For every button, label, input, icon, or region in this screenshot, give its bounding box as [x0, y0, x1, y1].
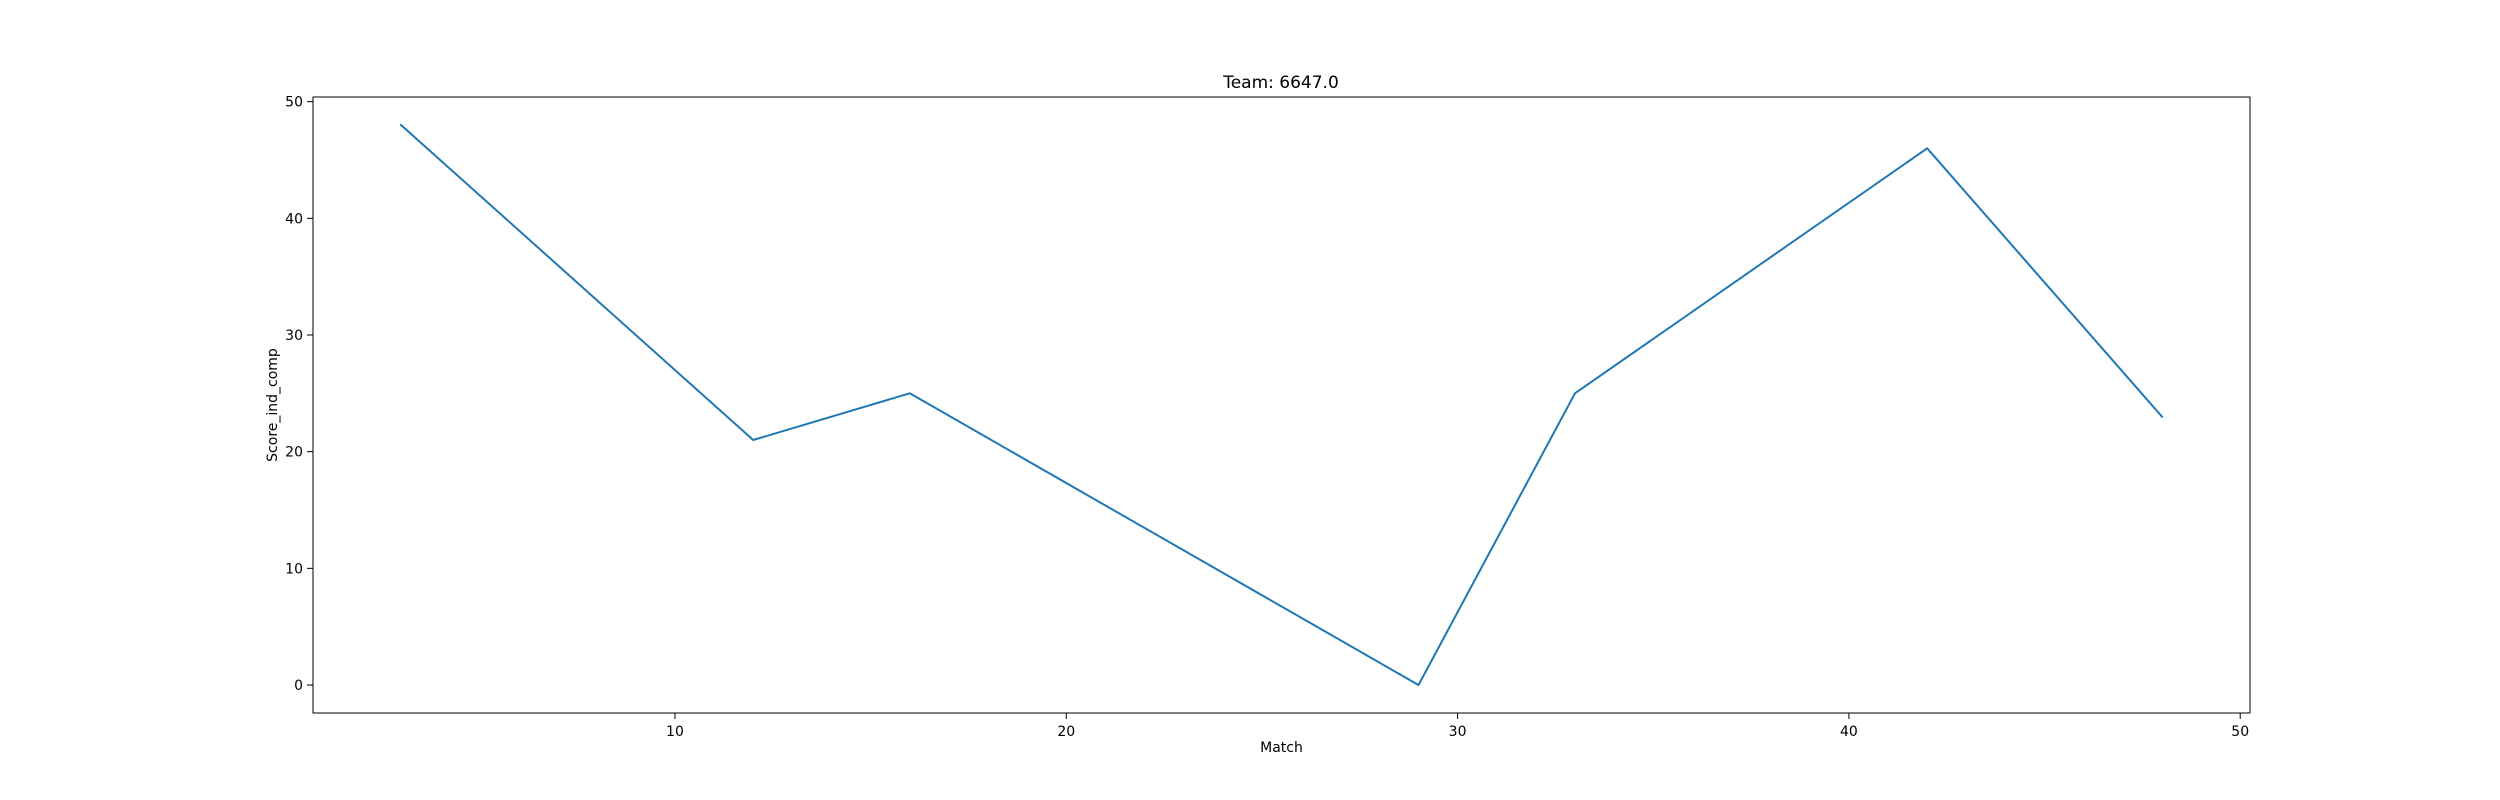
x-tick-label: 40 — [1840, 724, 1858, 740]
y-tick-label: 40 — [285, 211, 303, 227]
y-tick-label: 0 — [294, 678, 303, 694]
x-tick-label: 20 — [1057, 724, 1075, 740]
x-axis-ticks: 10 20 30 40 50 — [666, 713, 2249, 740]
x-axis-label: Match — [1260, 740, 1303, 756]
x-tick-label: 10 — [666, 724, 684, 740]
y-tick-label: 50 — [285, 95, 303, 111]
y-axis-ticks: 0 10 20 30 40 50 — [285, 95, 313, 694]
chart-title: Team: 6647.0 — [1222, 73, 1339, 93]
series-line — [399, 123, 2164, 686]
x-tick-label: 30 — [1449, 724, 1467, 740]
y-tick-label: 30 — [285, 328, 303, 344]
series-layer — [399, 123, 2164, 686]
x-tick-label: 50 — [2231, 724, 2249, 740]
y-axis-label: Score_ind_comp — [265, 348, 281, 462]
y-tick-label: 20 — [285, 445, 303, 461]
plot-area-frame — [312, 96, 2251, 714]
y-tick-label: 10 — [285, 561, 303, 577]
